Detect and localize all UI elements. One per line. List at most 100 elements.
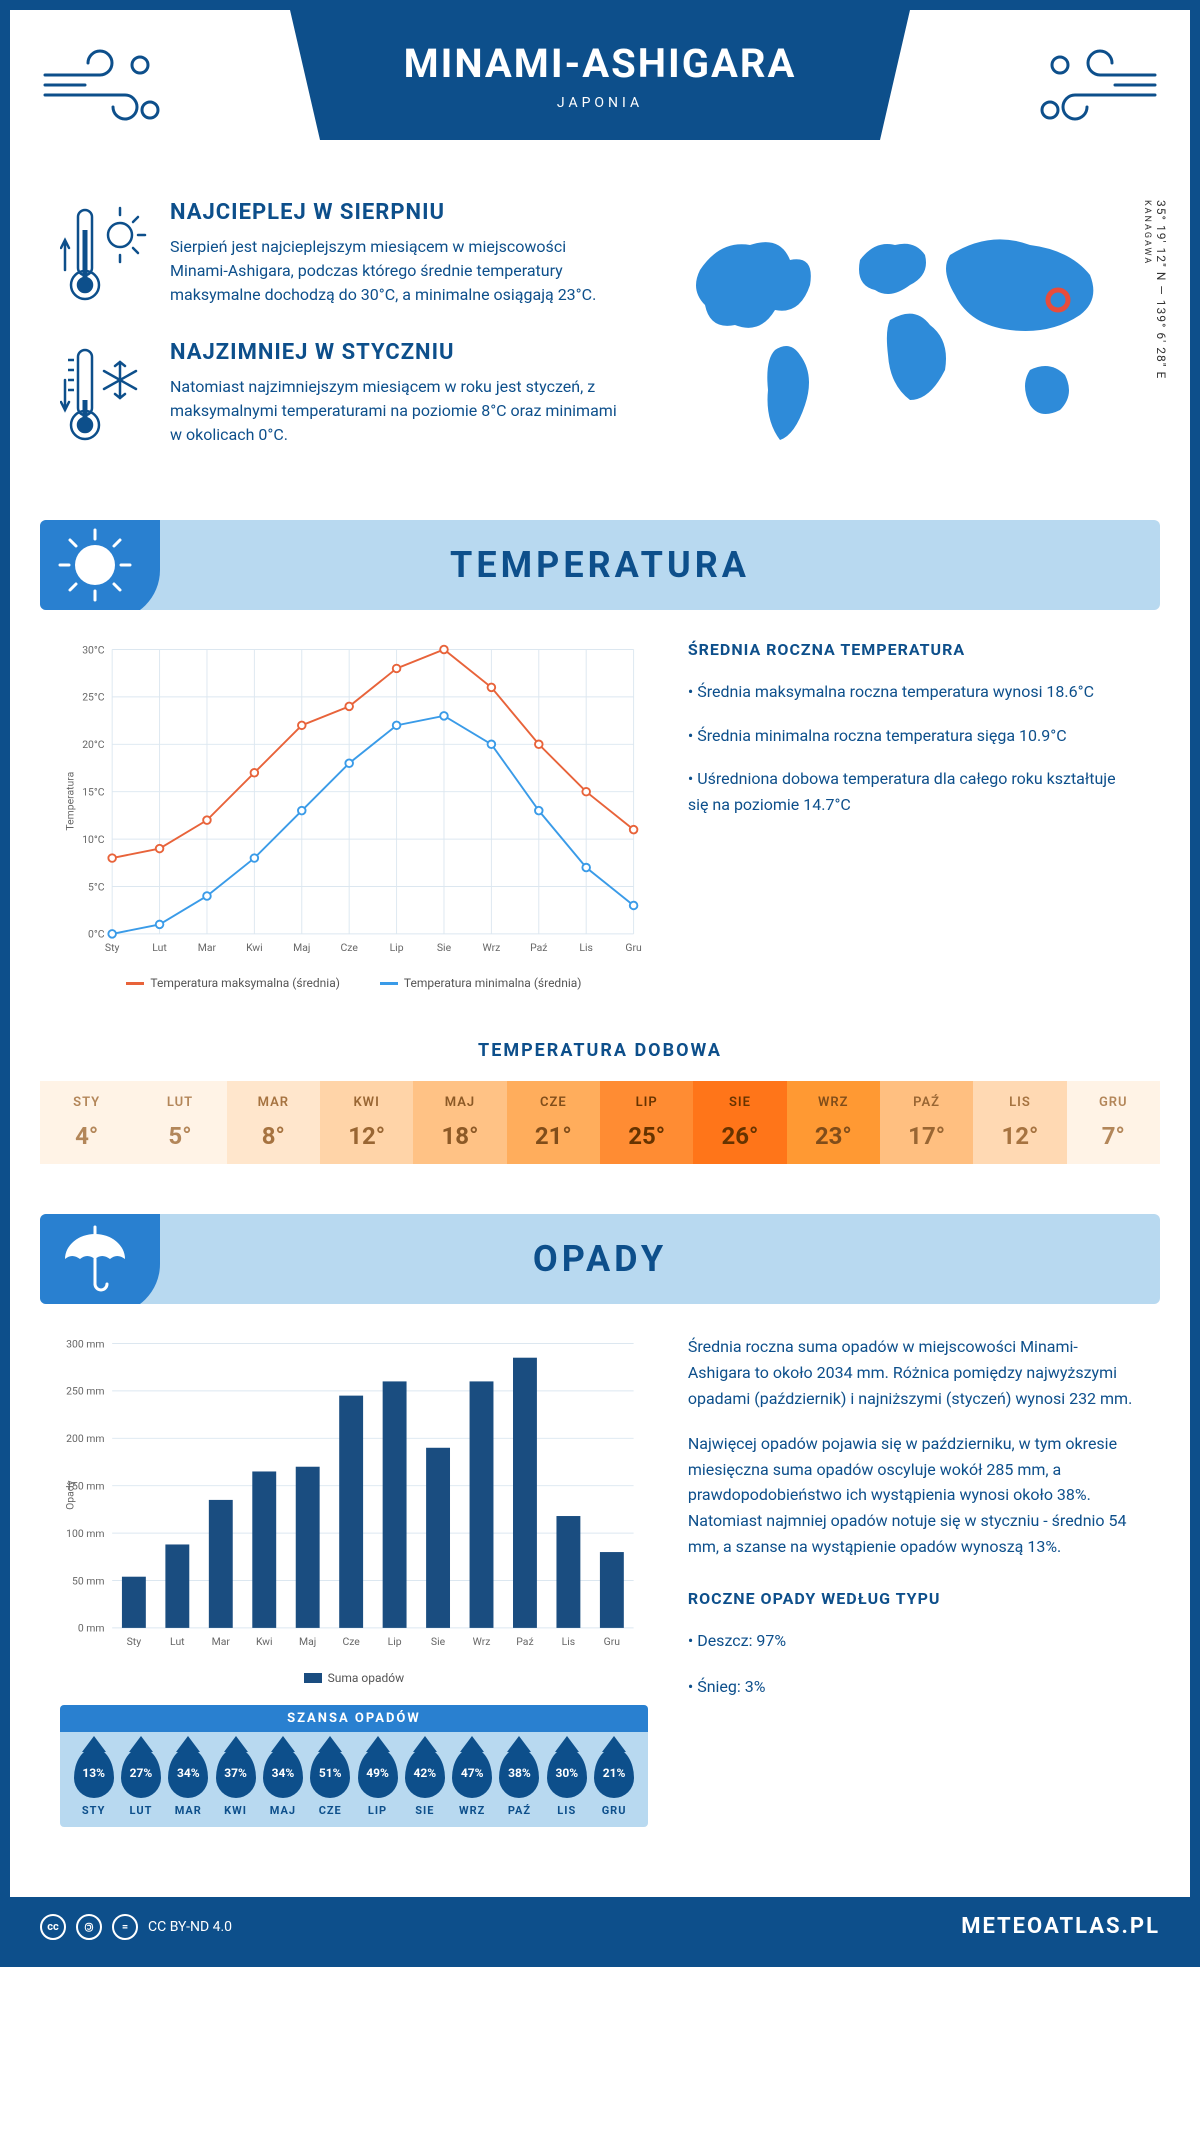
chance-drop: 51%CZE <box>310 1748 350 1817</box>
temperature-chart-row: 0°C5°C10°C15°C20°C25°C30°CStyLutMarKwiMa… <box>10 640 1190 1020</box>
thermometer-hot-icon <box>60 200 150 310</box>
wind-icon-right <box>1030 40 1160 144</box>
svg-text:Maj: Maj <box>299 1635 316 1648</box>
chance-drop: 42%SIE <box>405 1748 445 1817</box>
daily-temperature-heatmap: STY4°LUT5°MAR8°KWI12°MAJ18°CZE21°LIP25°S… <box>40 1081 1160 1164</box>
svg-text:Wrz: Wrz <box>482 941 500 954</box>
intro-section: NAJCIEPLEJ W SIERPNIU Sierpień jest najc… <box>10 170 1190 520</box>
svg-text:10°C: 10°C <box>82 833 105 846</box>
chance-drop: 13%STY <box>74 1748 114 1817</box>
precip-rain: • Deszcz: 97% <box>688 1628 1140 1654</box>
heat-cell: WRZ23° <box>787 1081 880 1164</box>
daily-temp-heading: TEMPERATURA DOBOWA <box>10 1040 1190 1061</box>
svg-text:250 mm: 250 mm <box>66 1385 104 1398</box>
heat-cell: MAR8° <box>227 1081 320 1164</box>
svg-text:Kwi: Kwi <box>246 941 263 954</box>
svg-text:Lis: Lis <box>562 1635 576 1648</box>
svg-text:Lip: Lip <box>390 941 404 954</box>
svg-text:Lip: Lip <box>388 1635 402 1648</box>
precip-p2: Najwięcej opadów pojawia się w październ… <box>688 1431 1140 1559</box>
chance-heading: SZANSA OPADÓW <box>60 1705 648 1732</box>
svg-text:Sty: Sty <box>127 1635 142 1648</box>
coldest-block: NAJZIMNIEJ W STYCZNIU Natomiast najzimni… <box>60 340 620 450</box>
heat-cell: LUT5° <box>133 1081 226 1164</box>
svg-text:50 mm: 50 mm <box>72 1575 105 1588</box>
avg-max-text: • Średnia maksymalna roczna temperatura … <box>688 679 1140 705</box>
chance-drop: 37%KWI <box>216 1748 256 1817</box>
precip-snow: • Śnieg: 3% <box>688 1674 1140 1700</box>
svg-text:100 mm: 100 mm <box>66 1527 104 1540</box>
heat-cell: SIE26° <box>693 1081 786 1164</box>
heat-cell: LIS12° <box>973 1081 1066 1164</box>
svg-text:Lis: Lis <box>579 941 593 954</box>
svg-text:Wrz: Wrz <box>473 1635 491 1648</box>
precipitation-title: OPADY <box>533 1238 667 1280</box>
by-icon: 🄯 <box>76 1914 102 1940</box>
temperature-line-chart: 0°C5°C10°C15°C20°C25°C30°CStyLutMarKwiMa… <box>60 640 648 990</box>
temperature-legend: Temperatura maksymalna (średnia) Tempera… <box>60 976 648 990</box>
precip-p1: Średnia roczna suma opadów w miejscowośc… <box>688 1334 1140 1411</box>
precip-type-heading: ROCZNE OPADY WEDŁUG TYPU <box>688 1589 1140 1608</box>
svg-text:Maj: Maj <box>293 941 310 954</box>
intro-text-column: NAJCIEPLEJ W SIERPNIU Sierpień jest najc… <box>60 200 620 480</box>
wind-icon-left <box>40 40 170 144</box>
sun-icon <box>40 520 160 610</box>
footer: cc 🄯 = CC BY-ND 4.0 METEOATLAS.PL <box>10 1897 1190 1957</box>
brand-name: METEOATLAS.PL <box>961 1914 1160 1939</box>
heat-cell: MAJ18° <box>413 1081 506 1164</box>
coldest-text: Natomiast najzimniejszym miesiącem w rok… <box>170 375 620 447</box>
chance-drop: 34%MAJ <box>263 1748 303 1817</box>
temperature-title: TEMPERATURA <box>450 544 750 586</box>
svg-text:Sty: Sty <box>105 941 120 954</box>
svg-text:Paź: Paź <box>530 941 547 954</box>
svg-text:30°C: 30°C <box>82 643 105 656</box>
svg-text:5°C: 5°C <box>88 880 105 893</box>
svg-text:Sie: Sie <box>431 1635 446 1648</box>
precipitation-section-header: OPADY <box>40 1214 1160 1304</box>
chance-drop: 49%LIP <box>358 1748 398 1817</box>
hottest-title: NAJCIEPLEJ W SIERPNIU <box>170 200 620 225</box>
chance-drop: 38%PAŹ <box>499 1748 539 1817</box>
svg-text:0 mm: 0 mm <box>78 1622 105 1635</box>
temperature-section-header: TEMPERATURA <box>40 520 1160 610</box>
precipitation-legend: Suma opadów <box>60 1671 648 1685</box>
thermometer-cold-icon <box>60 340 150 450</box>
heat-cell: GRU7° <box>1067 1081 1160 1164</box>
svg-text:Opady: Opady <box>63 1481 76 1511</box>
coordinates: 35° 19' 12" N — 139° 6' 28" E KANAGAWA <box>1140 200 1168 379</box>
svg-text:Kwi: Kwi <box>256 1635 273 1648</box>
nd-icon: = <box>112 1914 138 1940</box>
city-title: MINAMI-ASHIGARA <box>320 40 880 87</box>
svg-text:Lut: Lut <box>152 941 167 954</box>
chance-drop: 47%WRZ <box>452 1748 492 1817</box>
heat-cell: STY4° <box>40 1081 133 1164</box>
svg-text:0°C: 0°C <box>88 928 105 941</box>
license-text: CC BY-ND 4.0 <box>148 1919 232 1935</box>
world-map: 35° 19' 12" N — 139° 6' 28" E KANAGAWA <box>660 200 1140 480</box>
svg-text:15°C: 15°C <box>82 785 105 798</box>
chance-drop: 30%LIS <box>547 1748 587 1817</box>
chance-drop: 34%MAR <box>168 1748 208 1817</box>
precipitation-bar-chart: 0 mm50 mm100 mm150 mm200 mm250 mm300 mmS… <box>60 1334 648 1826</box>
heat-cell: CZE21° <box>507 1081 600 1164</box>
chance-drop: 21%GRU <box>594 1748 634 1817</box>
hottest-block: NAJCIEPLEJ W SIERPNIU Sierpień jest najc… <box>60 200 620 310</box>
svg-text:Cze: Cze <box>342 1635 360 1648</box>
cc-icon: cc <box>40 1914 66 1940</box>
avg-temp-heading: ŚREDNIA ROCZNA TEMPERATURA <box>688 640 1140 659</box>
title-banner: MINAMI-ASHIGARA JAPONIA <box>320 10 880 140</box>
country-subtitle: JAPONIA <box>320 95 880 111</box>
temperature-summary: ŚREDNIA ROCZNA TEMPERATURA • Średnia mak… <box>688 640 1140 990</box>
precipitation-chart-row: 0 mm50 mm100 mm150 mm200 mm250 mm300 mmS… <box>10 1334 1190 1856</box>
svg-text:Temperatura: Temperatura <box>63 771 76 830</box>
coldest-title: NAJZIMNIEJ W STYCZNIU <box>170 340 620 365</box>
svg-text:Lut: Lut <box>170 1635 185 1648</box>
heat-cell: PAŹ17° <box>880 1081 973 1164</box>
svg-text:Mar: Mar <box>198 941 217 954</box>
umbrella-icon <box>40 1214 160 1304</box>
precipitation-summary: Średnia roczna suma opadów w miejscowośc… <box>688 1334 1140 1826</box>
avg-min-text: • Średnia minimalna roczna temperatura s… <box>688 723 1140 749</box>
avg-daily-text: • Uśredniona dobowa temperatura dla całe… <box>688 766 1140 817</box>
heat-cell: LIP25° <box>600 1081 693 1164</box>
svg-text:20°C: 20°C <box>82 738 105 751</box>
